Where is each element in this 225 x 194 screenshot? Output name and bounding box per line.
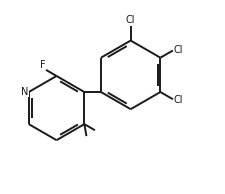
Text: Cl: Cl	[173, 95, 183, 105]
Text: F: F	[40, 60, 46, 70]
Text: Cl: Cl	[125, 15, 135, 25]
Text: Cl: Cl	[173, 45, 183, 55]
Text: N: N	[21, 87, 29, 97]
